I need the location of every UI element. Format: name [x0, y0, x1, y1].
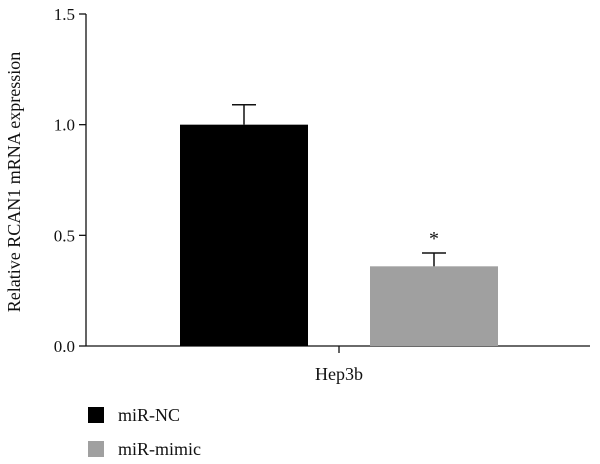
bar-mir-nc: [180, 124, 308, 347]
y-axis-label: Relative RCAN1 mRNA expression: [4, 52, 24, 312]
y-tick-label: 0.0: [54, 337, 75, 356]
legend-swatch-mir-mimic: [88, 441, 104, 457]
bar-mir-mimic: [370, 266, 498, 346]
legend: miR-NC miR-mimic: [88, 405, 201, 459]
category-labels: Hep3b: [315, 346, 363, 384]
significance-marker: *: [429, 228, 439, 250]
annotations: *: [429, 228, 439, 250]
axes: [85, 14, 590, 347]
bars: [180, 124, 498, 347]
x-category-label: Hep3b: [315, 364, 363, 384]
y-tick-label: 0.5: [54, 226, 75, 245]
error-bars: [232, 103, 446, 267]
y-tick-label: 1.5: [54, 5, 75, 24]
legend-swatch-mir-nc: [88, 407, 104, 423]
y-axis-ticks: 0.0 0.5 1.0 1.5: [54, 5, 86, 356]
y-tick-label: 1.0: [54, 116, 75, 135]
legend-label-mir-mimic: miR-mimic: [118, 439, 201, 459]
legend-label-mir-nc: miR-NC: [118, 405, 180, 425]
